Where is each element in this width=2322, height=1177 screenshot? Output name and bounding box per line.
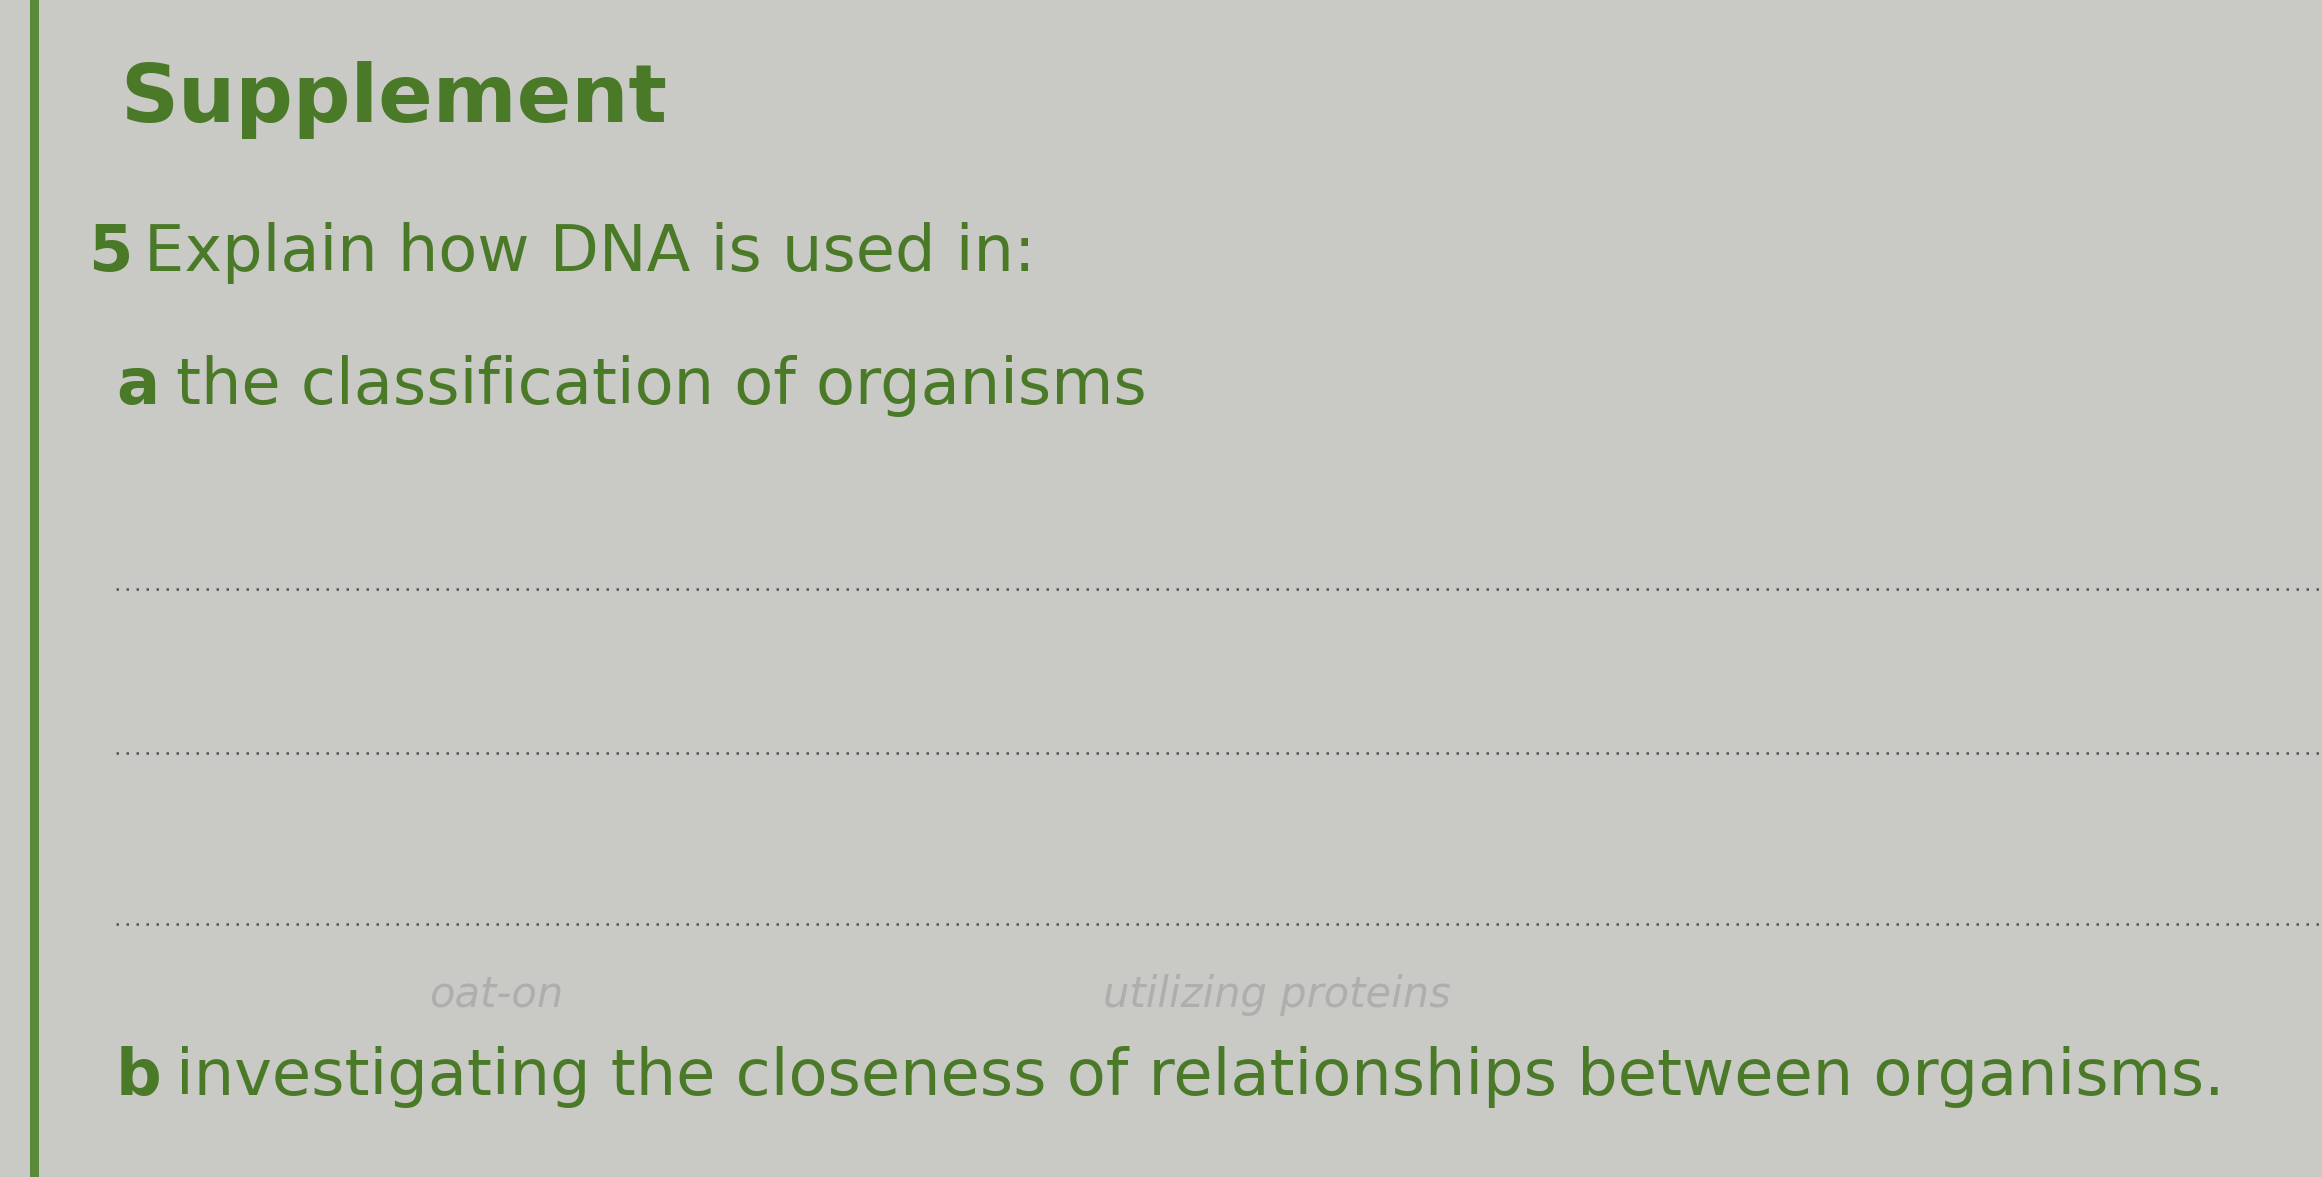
Text: a: a <box>116 355 160 417</box>
Text: Supplement: Supplement <box>121 61 669 139</box>
Text: utilizing proteins: utilizing proteins <box>1103 973 1451 1016</box>
Text: investigating the closeness of relationships between organisms.: investigating the closeness of relations… <box>176 1046 2224 1108</box>
Text: Explain how DNA is used in:: Explain how DNA is used in: <box>144 222 1036 284</box>
Text: the classification of organisms: the classification of organisms <box>176 355 1147 417</box>
FancyBboxPatch shape <box>30 0 39 1177</box>
Text: b: b <box>116 1046 163 1108</box>
Text: 5: 5 <box>88 222 132 284</box>
Text: oat-on: oat-on <box>430 973 564 1016</box>
